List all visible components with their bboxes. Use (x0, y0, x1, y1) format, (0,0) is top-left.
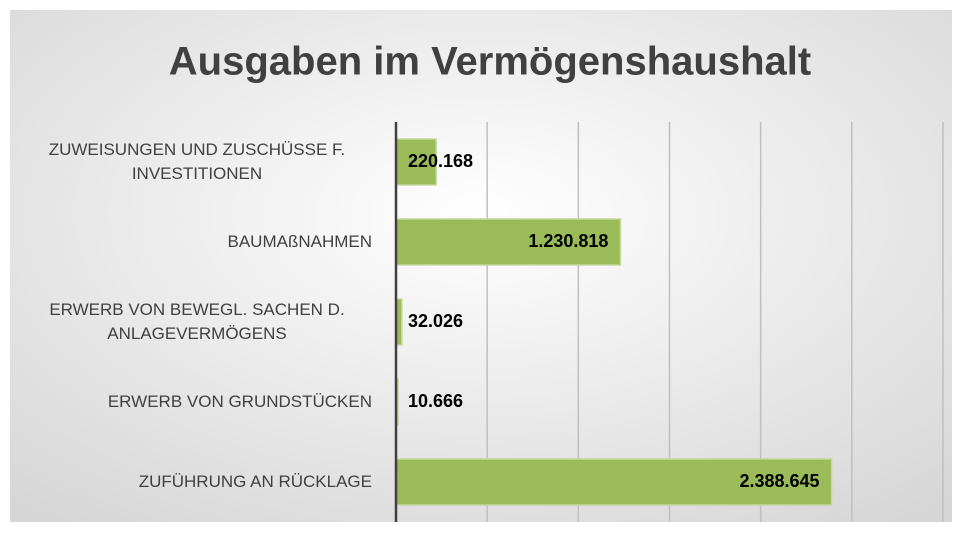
y-tick-label: ERWERB VON BEWEGL. SACHEN D. ANLAGEVERMÖ… (49, 300, 345, 343)
category-label-box: ZUFÜHRUNG AN RÜCKLAGE (10, 452, 372, 512)
value-label: 1.230.818 (528, 231, 608, 251)
category-label-box: BAUMAßNAHMEN (10, 212, 372, 272)
value-label: 2.388.645 (739, 471, 819, 491)
category-label-box: ZUWEISUNGEN UND ZUSCHÜSSE F. INVESTITION… (10, 132, 372, 192)
value-label: 220.168 (408, 151, 473, 171)
bar (395, 218, 622, 266)
category-label-box: ERWERB VON GRUNDSTÜCKEN (10, 372, 372, 432)
category-label-box: ERWERB VON BEWEGL. SACHEN D. ANLAGEVERMÖ… (10, 292, 372, 352)
y-tick-label: ZUFÜHRUNG AN RÜCKLAGE (138, 472, 372, 491)
bar (395, 138, 437, 186)
chart-title: Ausgaben im Vermögenshaushalt (169, 40, 811, 84)
y-tick-label: BAUMAßNAHMEN (227, 232, 372, 251)
y-tick-label: ERWERB VON GRUNDSTÜCKEN (107, 392, 372, 411)
chart-background (10, 10, 952, 522)
y-tick-label: ZUWEISUNGEN UND ZUSCHÜSSE F. INVESTITION… (48, 140, 346, 183)
value-label: 10.666 (408, 391, 463, 411)
value-label: 32.026 (408, 311, 463, 331)
